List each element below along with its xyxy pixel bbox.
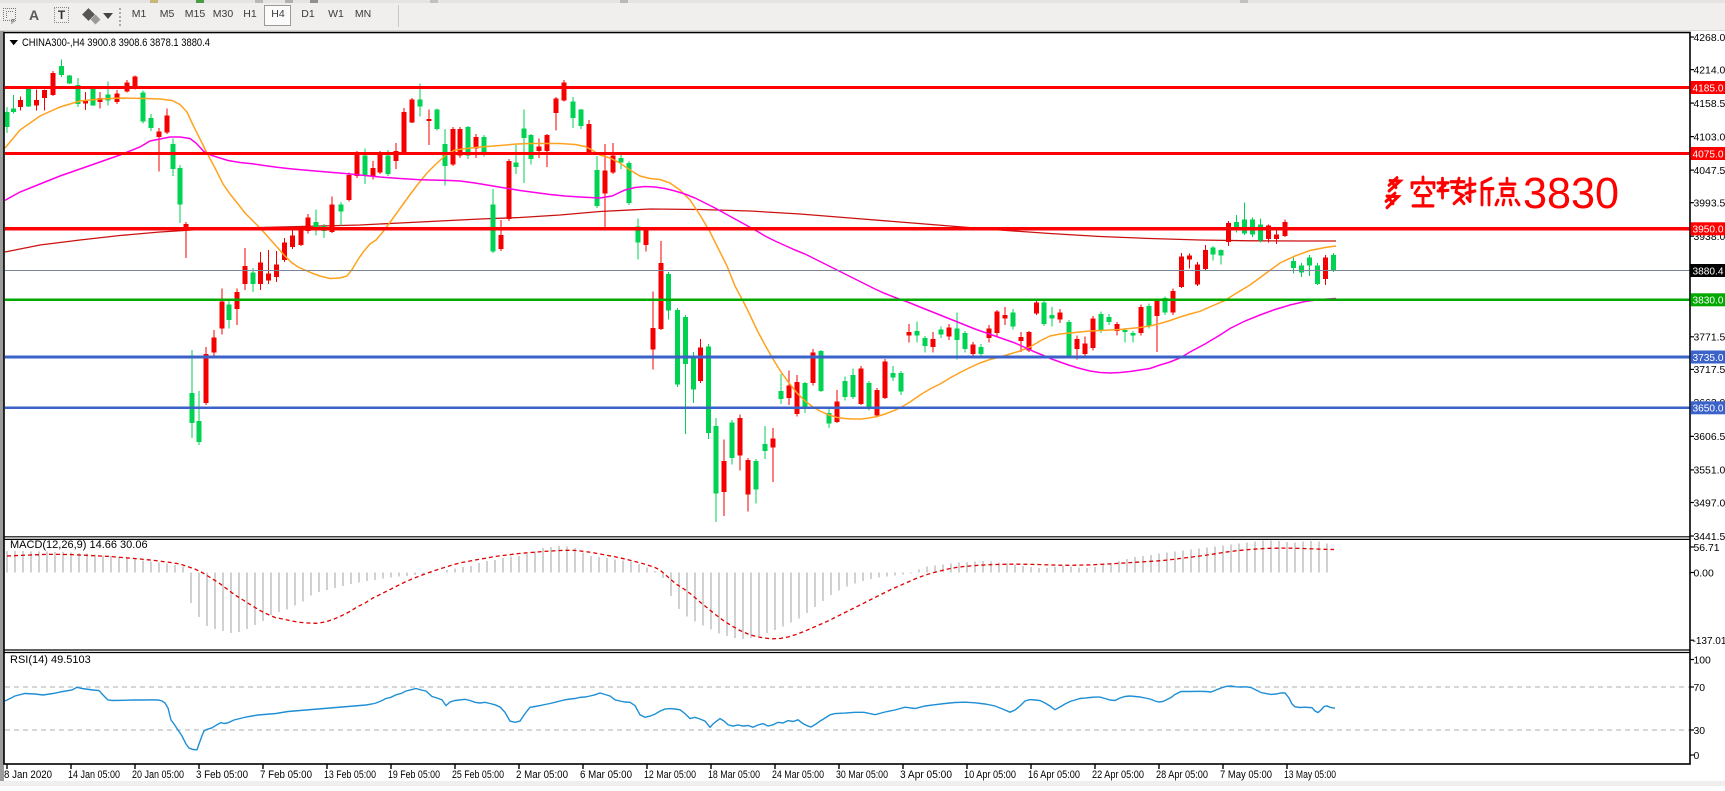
- svg-text:8 Jan 2020: 8 Jan 2020: [4, 769, 52, 781]
- svg-text:4075.0: 4075.0: [1693, 149, 1724, 160]
- svg-text:3497.0: 3497.0: [1694, 498, 1725, 509]
- svg-text:3 Apr 05:00: 3 Apr 05:00: [900, 769, 952, 781]
- svg-text:CHINA300-,H4 3900.8 3908.6 38: CHINA300-,H4 3900.8 3908.6 3878.1 3880.4: [22, 37, 210, 49]
- svg-text:7 May 05:00: 7 May 05:00: [1220, 769, 1272, 781]
- svg-text:3950.0: 3950.0: [1693, 225, 1724, 236]
- svg-text:3551.0: 3551.0: [1694, 466, 1725, 477]
- svg-text:-137.01: -137.01: [1693, 636, 1725, 647]
- svg-text:6 Mar 05:00: 6 Mar 05:00: [580, 769, 632, 781]
- svg-text:3880.4: 3880.4: [1693, 266, 1724, 277]
- svg-text:20 Jan 05:00: 20 Jan 05:00: [132, 769, 184, 781]
- svg-text:3993.5: 3993.5: [1694, 199, 1725, 210]
- svg-text:0.00: 0.00: [1694, 568, 1714, 579]
- svg-text:RSI(14) 49.5103: RSI(14) 49.5103: [10, 654, 91, 666]
- svg-text:30: 30: [1694, 726, 1706, 737]
- svg-text:MACD(12,26,9) 14.66 30.06: MACD(12,26,9) 14.66 30.06: [10, 539, 148, 551]
- svg-text:4185.0: 4185.0: [1693, 83, 1724, 94]
- svg-text:4214.0: 4214.0: [1694, 65, 1725, 76]
- svg-text:7 Feb 05:00: 7 Feb 05:00: [260, 769, 312, 781]
- svg-text:19 Feb 05:00: 19 Feb 05:00: [388, 769, 440, 781]
- svg-text:22 Apr 05:00: 22 Apr 05:00: [1092, 769, 1144, 781]
- svg-text:28 Apr 05:00: 28 Apr 05:00: [1156, 769, 1208, 781]
- svg-text:70: 70: [1694, 683, 1706, 694]
- svg-text:3717.5: 3717.5: [1694, 365, 1725, 376]
- svg-text:30 Mar 05:00: 30 Mar 05:00: [836, 769, 888, 781]
- svg-text:3771.5: 3771.5: [1694, 333, 1725, 344]
- svg-text:100: 100: [1694, 655, 1712, 666]
- svg-text:4158.5: 4158.5: [1694, 99, 1725, 110]
- svg-text:3735.0: 3735.0: [1693, 353, 1724, 364]
- svg-text:4047.5: 4047.5: [1694, 166, 1725, 177]
- svg-text:13 May 05:00: 13 May 05:00: [1284, 769, 1336, 781]
- svg-text:56.71: 56.71: [1694, 543, 1720, 554]
- svg-text:24 Mar 05:00: 24 Mar 05:00: [772, 769, 824, 781]
- svg-text:18 Mar 05:00: 18 Mar 05:00: [708, 769, 760, 781]
- svg-text:3830: 3830: [1523, 169, 1619, 218]
- svg-text:12 Mar 05:00: 12 Mar 05:00: [644, 769, 696, 781]
- svg-text:13 Feb 05:00: 13 Feb 05:00: [324, 769, 376, 781]
- svg-text:14 Jan 05:00: 14 Jan 05:00: [68, 769, 120, 781]
- svg-text:16 Apr 05:00: 16 Apr 05:00: [1028, 769, 1080, 781]
- svg-text:10 Apr 05:00: 10 Apr 05:00: [964, 769, 1016, 781]
- svg-text:3650.0: 3650.0: [1693, 404, 1724, 415]
- svg-text:2 Mar 05:00: 2 Mar 05:00: [516, 769, 568, 781]
- svg-text:25 Feb 05:00: 25 Feb 05:00: [452, 769, 504, 781]
- svg-text:3 Feb 05:00: 3 Feb 05:00: [196, 769, 248, 781]
- svg-text:3441.5: 3441.5: [1694, 532, 1725, 543]
- svg-text:3606.5: 3606.5: [1694, 432, 1725, 443]
- svg-text:0: 0: [1694, 751, 1700, 762]
- svg-text:4268.0: 4268.0: [1694, 33, 1725, 44]
- svg-text:4103.0: 4103.0: [1694, 132, 1725, 143]
- svg-text:3830.0: 3830.0: [1693, 296, 1724, 307]
